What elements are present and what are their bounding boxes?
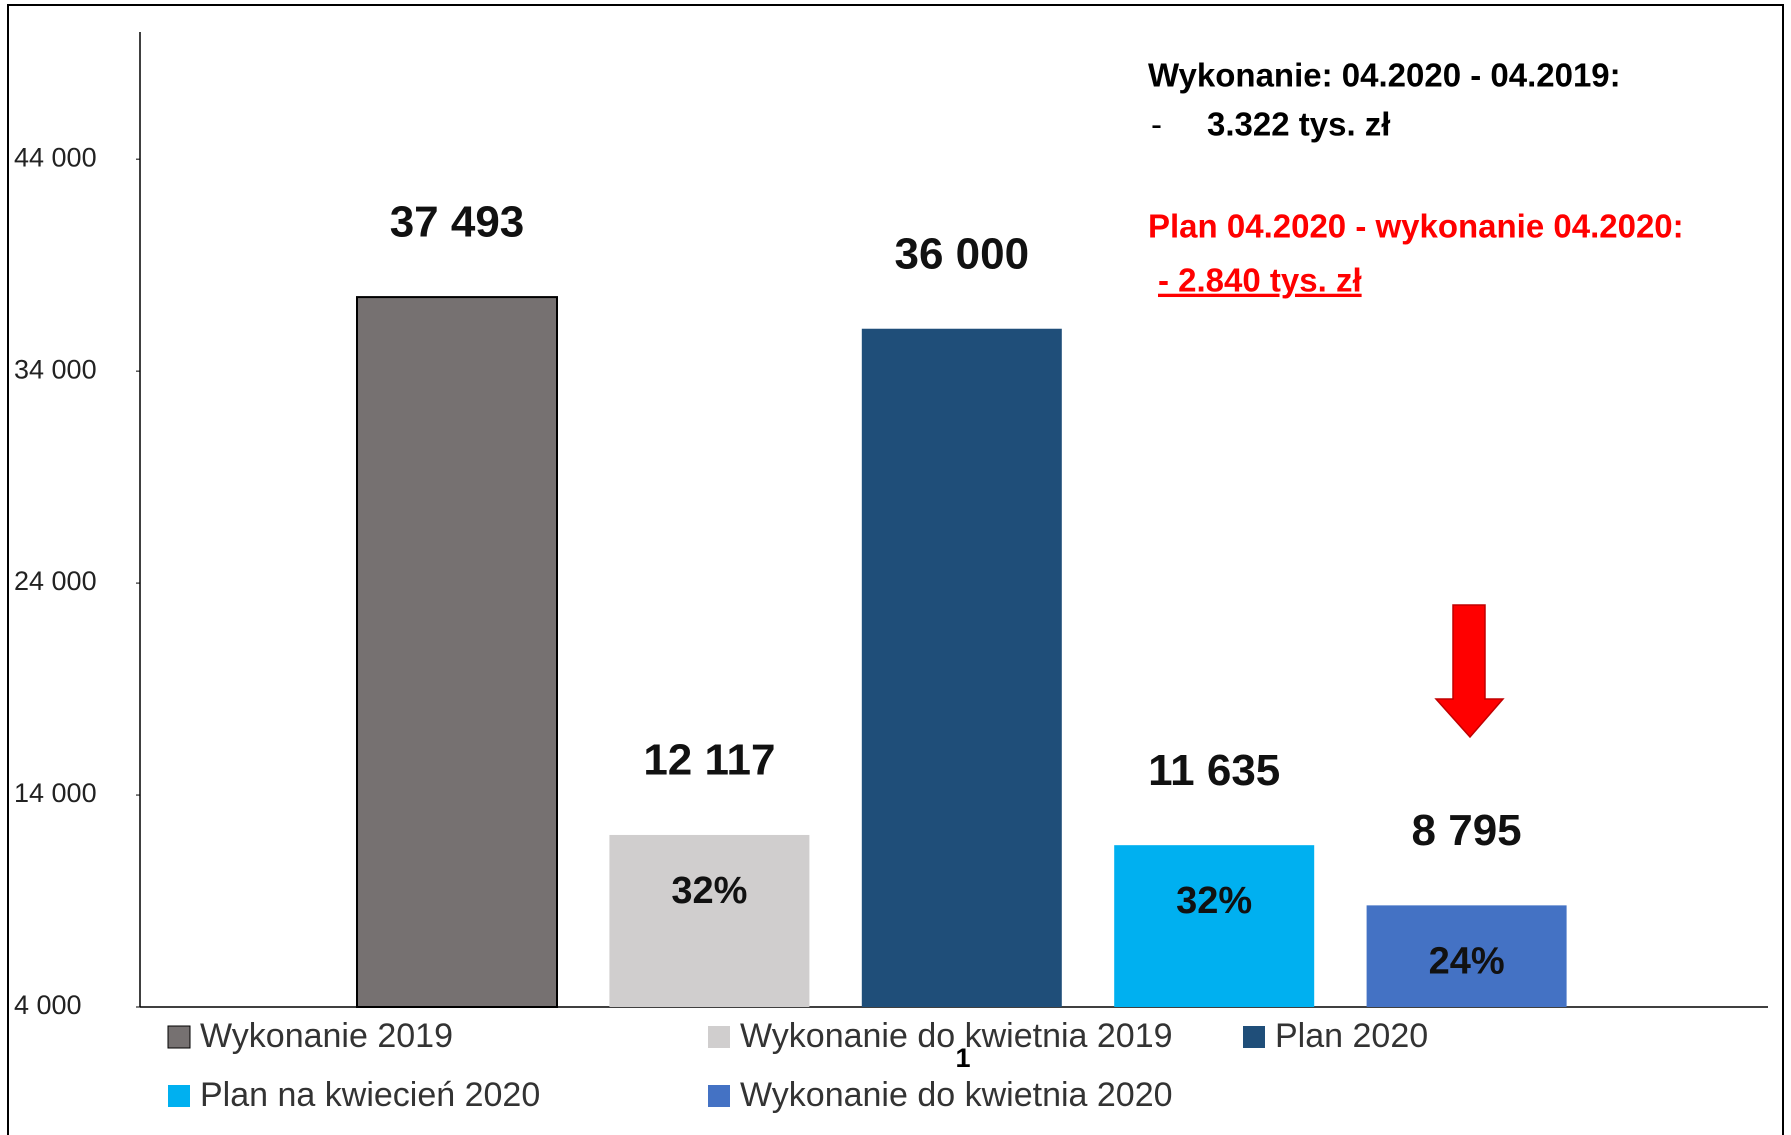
share-label: 24% — [1429, 940, 1505, 982]
annotation: - — [1151, 106, 1162, 143]
bar — [356, 296, 558, 1009]
legend-swatch — [1243, 1026, 1265, 1048]
legend-swatch — [708, 1026, 730, 1048]
legend-label: Plan na kwiecień 2020 — [200, 1076, 540, 1114]
y-tick-label: 14 000 — [14, 778, 97, 808]
y-tick-label: 44 000 — [14, 142, 97, 172]
y-tick-label: 34 000 — [14, 354, 97, 384]
arrow — [1434, 604, 1505, 739]
y-tick-label: 24 000 — [14, 566, 97, 596]
annotation: Wykonanie: 04.2020 - 04.2019: — [1148, 57, 1621, 94]
share-label: 32% — [1176, 880, 1252, 922]
frame — [7, 4, 1784, 1135]
data-label: 36 000 — [895, 229, 1030, 278]
annotation: Plan 04.2020 - wykonanie 04.2020: — [1148, 208, 1684, 245]
data-label: 12 117 — [643, 736, 775, 785]
legend-label: Wykonanie do kwietnia 2020 — [740, 1076, 1173, 1114]
legend-label: Wykonanie 2019 — [200, 1017, 453, 1055]
bar — [1114, 845, 1315, 1007]
bar — [861, 328, 1062, 1007]
annotation: - 2.840 tys. zł — [1158, 262, 1362, 299]
data-label: 11 635 — [1148, 746, 1280, 795]
page-number: 1 — [955, 1043, 970, 1073]
annotation: 3.322 tys. zł — [1207, 106, 1390, 143]
legend-swatch — [708, 1085, 730, 1107]
bar — [1366, 905, 1567, 1007]
legend-swatch — [167, 1025, 191, 1049]
data-label: 37 493 — [390, 198, 525, 247]
legend-swatch — [168, 1085, 190, 1107]
y-tick-label: 4 000 — [14, 990, 82, 1020]
legend-label: Wykonanie do kwietnia 2019 — [740, 1017, 1173, 1055]
bar — [609, 834, 810, 1007]
data-label: 8 795 — [1412, 806, 1522, 855]
share-label: 32% — [671, 870, 747, 912]
legend-label: Plan 2020 — [1275, 1017, 1428, 1055]
